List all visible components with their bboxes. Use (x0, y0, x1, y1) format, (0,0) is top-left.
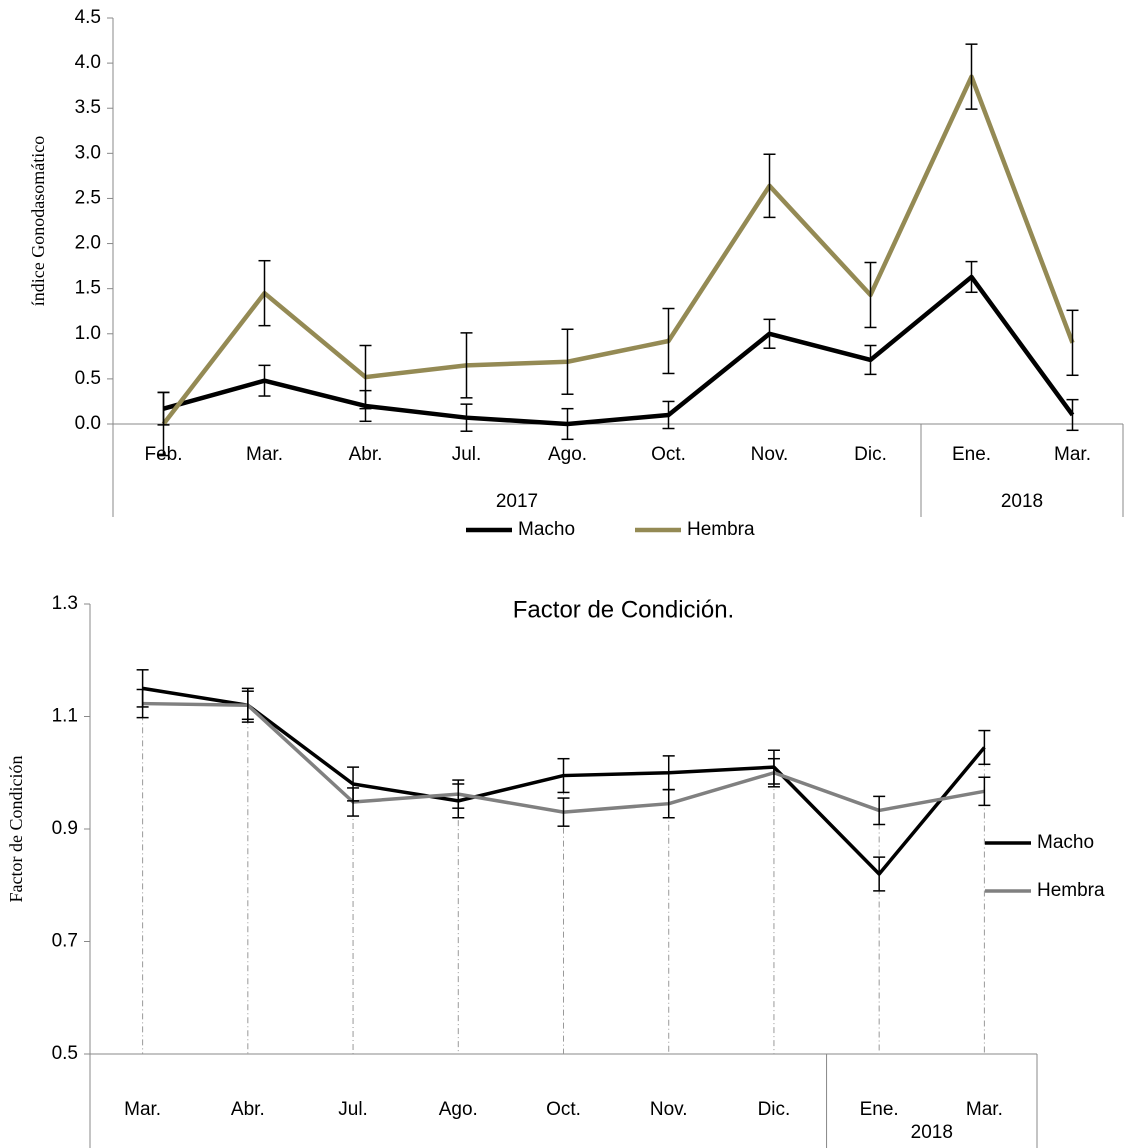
x-tick-label: Jul. (452, 444, 482, 465)
y-axis-label: índice Gonodasomático (28, 136, 48, 306)
y-tick-label: 0.5 (52, 1043, 78, 1064)
chart-title: Factor de Condición. (513, 596, 734, 623)
x-tick-label: Oct. (546, 1099, 581, 1120)
y-tick-label: 2.0 (75, 233, 101, 254)
group-label: 2017 (496, 491, 538, 512)
y-tick-label: 0.7 (52, 931, 78, 952)
y-axis-label: Factor de Condición (6, 756, 26, 903)
x-tick-label: Dic. (854, 444, 887, 465)
legend-label: Hembra (687, 519, 755, 540)
y-tick-label: 4.0 (75, 52, 101, 73)
legend-label: Hembra (1037, 880, 1105, 901)
y-tick-label: 1.1 (52, 706, 78, 727)
x-tick-label: Ago. (439, 1099, 478, 1120)
y-tick-label: 0.5 (75, 368, 101, 389)
x-tick-label: Mar. (246, 444, 283, 465)
x-tick-label: Nov. (751, 444, 789, 465)
y-tick-label: 4.5 (75, 7, 101, 28)
group-label: 2018 (911, 1122, 953, 1143)
y-tick-label: 0.9 (52, 818, 78, 839)
x-tick-label: Jul. (338, 1099, 368, 1120)
y-tick-label: 3.5 (75, 97, 101, 118)
x-tick-label: Mar. (1054, 444, 1091, 465)
x-tick-label: Abr. (231, 1099, 265, 1120)
series-line (162, 274, 1075, 427)
x-tick-label: Nov. (650, 1099, 688, 1120)
x-tick-label: Mar. (966, 1099, 1003, 1120)
x-tick-label: Dic. (758, 1099, 791, 1120)
x-tick-label: Ago. (548, 444, 587, 465)
x-tick-label: Ene. (952, 444, 991, 465)
y-tick-label: 1.3 (52, 593, 78, 614)
legend-label: Macho (1037, 832, 1094, 853)
legend-label: Macho (518, 519, 575, 540)
y-tick-label: 3.0 (75, 142, 101, 163)
y-tick-label: 2.5 (75, 187, 101, 208)
x-tick-label: Abr. (349, 444, 383, 465)
group-label: 2018 (1001, 491, 1043, 512)
y-tick-label: 1.5 (75, 278, 101, 299)
y-tick-label: 0.0 (75, 413, 101, 434)
x-tick-label: Mar. (124, 1099, 161, 1120)
y-tick-label: 1.0 (75, 323, 101, 344)
series-line (161, 74, 1075, 426)
x-tick-label: Ene. (860, 1099, 899, 1120)
x-tick-label: Oct. (651, 444, 686, 465)
